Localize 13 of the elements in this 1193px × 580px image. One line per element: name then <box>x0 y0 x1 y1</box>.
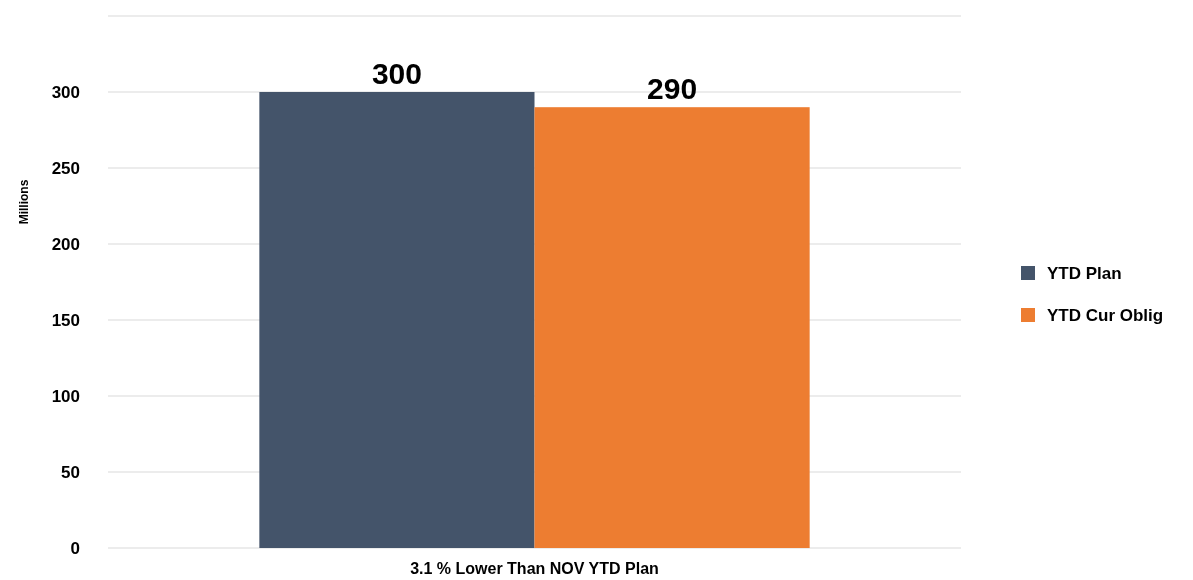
y-tick-label: 50 <box>61 462 80 482</box>
y-tick-label: 150 <box>51 310 80 330</box>
data-label: 300 <box>371 57 422 90</box>
y-tick-label: 250 <box>51 158 80 178</box>
y-tick-label: 100 <box>51 386 80 406</box>
x-tick-label: 3.1 % Lower Than NOV YTD Plan <box>410 560 659 577</box>
y-tick-label: 0 <box>70 538 80 558</box>
y-tick-label: 300 <box>51 82 80 102</box>
y-tick-label: 200 <box>51 234 80 254</box>
data-label: 290 <box>647 72 698 106</box>
legend-label: YTD Plan <box>1047 263 1122 283</box>
legend-label: YTD Cur Oblig <box>1047 305 1164 325</box>
y-axis-title: Millions <box>17 179 31 225</box>
